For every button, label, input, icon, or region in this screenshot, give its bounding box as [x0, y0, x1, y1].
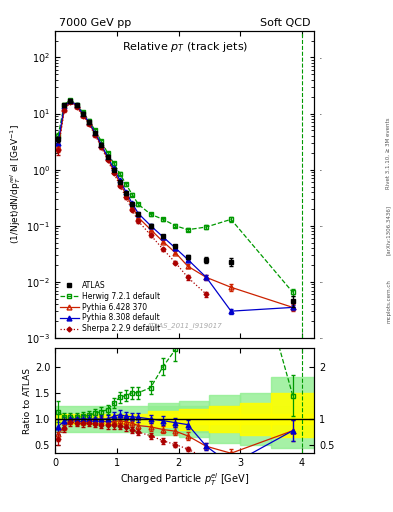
- Y-axis label: (1/Njet)dN/dp$^{rel}_{T}$ el [GeV$^{-1}$]: (1/Njet)dN/dp$^{rel}_{T}$ el [GeV$^{-1}$…: [9, 124, 24, 244]
- Y-axis label: Ratio to ATLAS: Ratio to ATLAS: [23, 368, 32, 434]
- Bar: [240, 403, 271, 435]
- Bar: [271, 393, 314, 437]
- Text: Soft QCD: Soft QCD: [260, 18, 310, 28]
- Legend: ATLAS, Herwig 7.2.1 default, Pythia 6.428 370, Pythia 8.308 default, Sherpa 2.2.: ATLAS, Herwig 7.2.1 default, Pythia 6.42…: [57, 279, 162, 336]
- Bar: [240, 393, 271, 445]
- Text: Rivet 3.1.10, ≥ 3M events: Rivet 3.1.10, ≥ 3M events: [386, 118, 391, 189]
- Bar: [178, 409, 209, 430]
- Bar: [209, 406, 240, 432]
- Bar: [148, 411, 178, 427]
- Bar: [148, 403, 178, 435]
- Text: mcplots.cern.ch: mcplots.cern.ch: [386, 279, 391, 323]
- Text: 7000 GeV pp: 7000 GeV pp: [59, 18, 131, 28]
- Bar: [209, 395, 240, 442]
- Bar: [271, 377, 314, 448]
- Text: ATLAS_2011_I919017: ATLAS_2011_I919017: [147, 322, 222, 329]
- Bar: [178, 400, 209, 437]
- Text: Relative $p_T$ (track jets): Relative $p_T$ (track jets): [121, 40, 248, 54]
- Text: [arXiv:1306.3436]: [arXiv:1306.3436]: [386, 205, 391, 255]
- X-axis label: Charged Particle $p^{el}_{T}$ [GeV]: Charged Particle $p^{el}_{T}$ [GeV]: [120, 471, 249, 487]
